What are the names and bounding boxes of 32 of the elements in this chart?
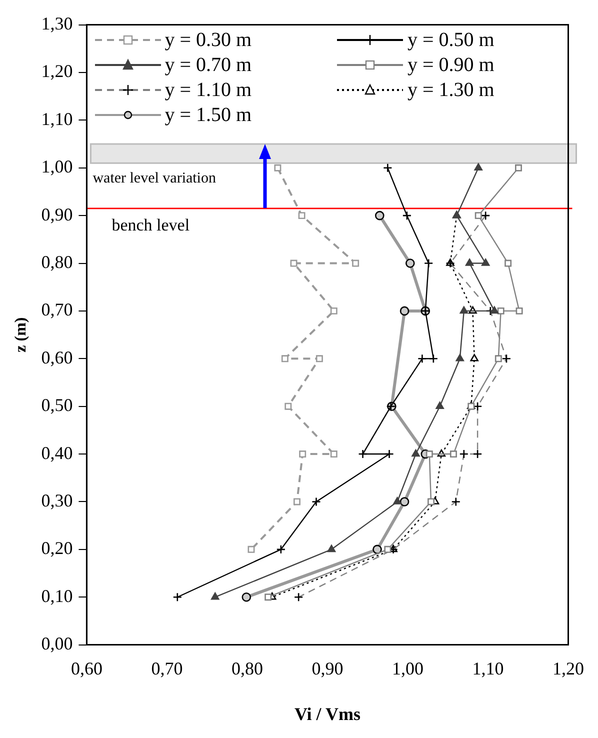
x-tick-label: 1,00	[392, 658, 424, 678]
x-tick-label: 0,90	[312, 658, 344, 678]
x-tick-label: 1,20	[552, 658, 584, 678]
legend-label: y = 0.50 m	[407, 28, 494, 52]
x-tick-label: 0,80	[231, 658, 263, 678]
y-tick-label: 0,20	[41, 538, 73, 558]
band-label: water level variation	[92, 170, 216, 187]
y-tick-label: 0,30	[41, 490, 73, 510]
y-tick-label: 0,60	[41, 347, 73, 368]
x-tick-label: 1,10	[472, 658, 504, 678]
legend-label: y = 1.10 m	[164, 78, 252, 102]
legend-label: y = 1.50 m	[164, 104, 252, 127]
y-tick-label: 0,10	[41, 586, 73, 606]
legend-label: y = 0.30 m	[164, 28, 252, 52]
x-tick-label: 0,60	[70, 658, 102, 678]
y-tick-label: 0,40	[41, 442, 73, 463]
ref-line-label: bench level	[112, 215, 190, 234]
y-tick-label: 0,70	[41, 300, 73, 320]
y-tick-label: 0,00	[41, 634, 73, 654]
x-axis-title: Vi / Vms	[294, 704, 360, 724]
y-axis-title: z (m)	[12, 317, 30, 352]
y-tick-label: 0,50	[41, 395, 73, 416]
legend-label: y = 0.70 m	[164, 54, 252, 77]
legend-label: y = 0.90 m	[407, 54, 494, 77]
y-tick-label: 0,80	[41, 252, 73, 272]
y-tick-label: 1,10	[41, 108, 73, 129]
y-tick-label: 1,20	[41, 61, 73, 82]
y-tick-label: 0,90	[41, 204, 73, 224]
y-tick-label: 1,00	[41, 156, 73, 177]
x-tick-label: 0,70	[151, 658, 183, 678]
y-tick-label: 1,30	[41, 14, 73, 34]
legend-label: y = 1.30 m	[407, 78, 494, 102]
